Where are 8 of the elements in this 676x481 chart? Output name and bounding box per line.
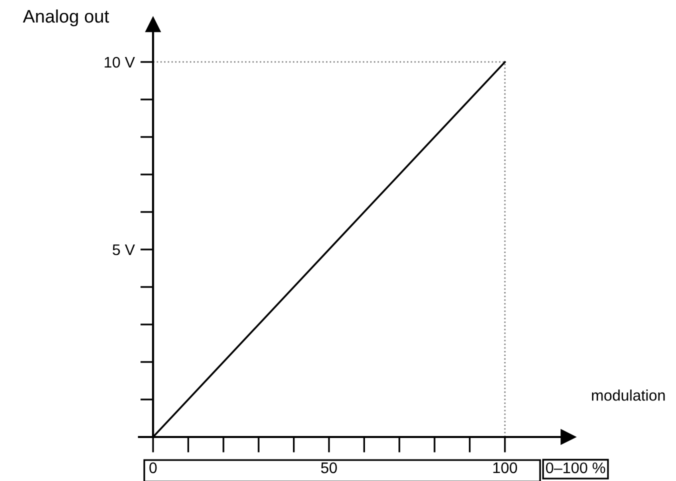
x-axis-title: modulation [592, 390, 665, 401]
text: 0–100 % [546, 462, 606, 474]
x-tick-label: 100 [493, 462, 518, 474]
x-tick-label: 0 [149, 462, 157, 474]
y-tick-label: 5 V [112, 244, 135, 256]
y-axis-title: Analog out [22, 9, 110, 26]
y-tick-label: 10 V [104, 56, 135, 68]
x-tick-label: 50 [321, 462, 337, 474]
